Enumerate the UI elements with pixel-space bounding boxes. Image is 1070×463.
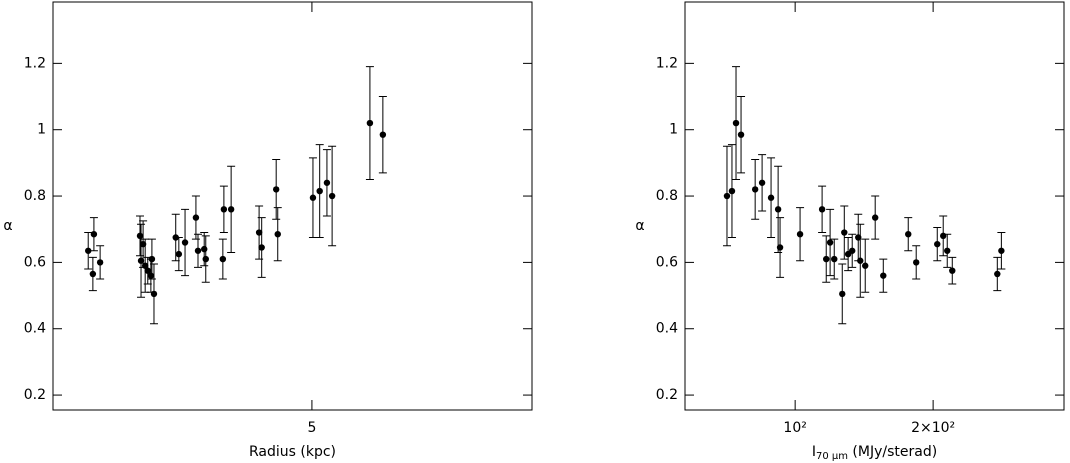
data-point: [767, 194, 775, 201]
x-axis-label-part: (MJy/sterad): [848, 444, 937, 460]
data-point: [723, 192, 731, 200]
x-tick-label: 5: [307, 420, 316, 436]
data-point: [255, 229, 263, 236]
data-point: [192, 214, 200, 221]
data-point: [796, 230, 804, 238]
data-point: [934, 240, 941, 248]
data-point: [136, 232, 144, 240]
y-tick-label: 0.2: [24, 387, 46, 403]
y-tick-label: 0.6: [24, 254, 46, 270]
data-point: [940, 232, 947, 240]
data-point: [148, 255, 156, 263]
data-point: [751, 186, 759, 193]
data-point: [732, 119, 740, 127]
data-point: [905, 230, 912, 238]
data-point: [175, 250, 183, 258]
data-point: [194, 247, 202, 254]
data-point: [774, 206, 782, 213]
data-point: [839, 290, 846, 298]
data-point: [309, 194, 317, 201]
x-axis-label: Radius (kpc): [249, 444, 336, 460]
data-point: [201, 245, 208, 253]
y-tick-label: 0.4: [24, 321, 46, 337]
x-axis-label-part: Radius (kpc): [249, 444, 336, 460]
data-point: [258, 244, 265, 251]
data-point: [181, 239, 189, 246]
data-point: [144, 267, 151, 274]
data-point: [737, 131, 745, 138]
data-point: [89, 270, 97, 278]
data-point: [831, 255, 838, 263]
data-point: [728, 187, 736, 195]
y-tick-label: 1: [37, 122, 46, 138]
data-point: [316, 187, 323, 195]
y-tick-label: 0.8: [24, 188, 46, 204]
y-tick-label: 1.2: [24, 55, 46, 71]
data-point: [227, 206, 235, 213]
y-tick-label: 0.4: [656, 321, 678, 337]
y-tick-label: 1.2: [656, 55, 678, 71]
data-point: [85, 247, 92, 254]
x-tick-label: 10²: [783, 420, 806, 436]
plot-frame: [52, 1, 533, 411]
data-point: [758, 179, 766, 186]
data-point: [147, 272, 155, 279]
data-point: [823, 255, 830, 263]
data-point: [150, 290, 158, 298]
y-tick-label: 1: [669, 122, 678, 138]
y-axis-label: α: [3, 218, 12, 234]
data-point: [379, 131, 387, 138]
data-point: [862, 262, 869, 269]
data-point: [912, 259, 920, 266]
y-tick-label: 0.8: [656, 188, 678, 204]
data-point: [366, 119, 374, 127]
data-point: [776, 244, 784, 251]
data-point: [949, 267, 956, 274]
plot-frame: [684, 1, 1065, 411]
panel: 0.2 0.4 0.6 0.8 1 1.2 10² 2×10² I70 μm (MJy/ster…: [635, 1, 1065, 462]
data-point: [818, 206, 826, 213]
panel: 0.2 0.4 0.6 0.8 1 1.2 5 Radius (kpc) α: [3, 1, 533, 460]
data-point: [141, 262, 149, 269]
data-point: [90, 230, 98, 238]
data-point: [871, 214, 879, 221]
data-point: [857, 257, 864, 264]
data-point: [944, 247, 951, 254]
y-tick-label: 0.2: [656, 387, 678, 403]
x-axis-label-part: 70 μm: [816, 451, 848, 462]
data-point: [826, 239, 834, 246]
y-axis-label: α: [635, 218, 644, 234]
data-point: [220, 206, 228, 213]
data-point: [849, 247, 856, 254]
x-tick-label: 2×10²: [911, 420, 955, 436]
data-point: [841, 229, 848, 236]
x-axis-label: I70 μm (MJy/sterad): [812, 444, 937, 462]
data-point: [998, 247, 1005, 254]
data-point: [96, 259, 104, 266]
data-point: [328, 192, 336, 200]
data-point: [219, 255, 227, 263]
data-point: [880, 272, 887, 279]
data-point: [202, 255, 209, 263]
data-point: [274, 230, 281, 238]
data-point: [323, 179, 331, 186]
x-axis-label-part: I: [812, 444, 816, 460]
data-point: [994, 270, 1001, 278]
data-point: [272, 186, 280, 193]
y-tick-label: 0.6: [656, 254, 678, 270]
